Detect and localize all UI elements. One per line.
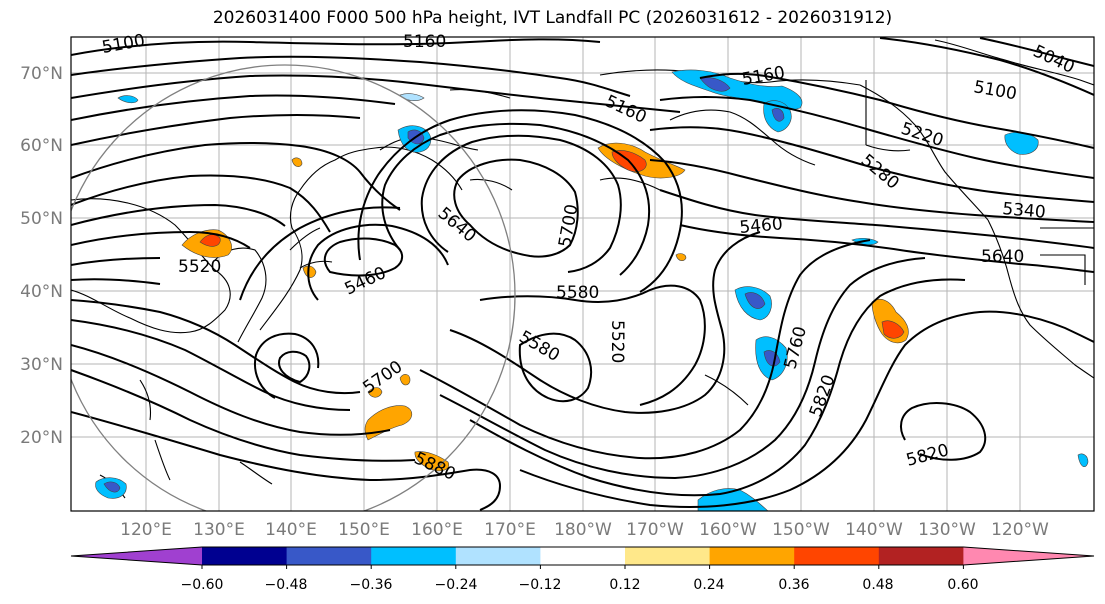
colorbar-tick: −0.12	[519, 577, 562, 593]
contour-label: 5580	[556, 283, 599, 303]
lon-label: 160°W	[699, 520, 757, 540]
colorbar-segment	[878, 547, 964, 565]
colorbar-tick: −0.48	[265, 577, 308, 593]
colorbar-extend-high	[963, 547, 1094, 565]
colorbar-segment	[371, 547, 457, 565]
latitude-labels: 70°N 60°N 50°N 40°N 30°N 20°N	[20, 64, 63, 448]
map-frame	[70, 36, 1095, 512]
lat-label: 30°N	[20, 355, 63, 375]
lon-label: 120°W	[991, 520, 1049, 540]
colorbar-ticks: −0.60 −0.48 −0.36 −0.24 −0.12 0.12 0.24 …	[181, 577, 979, 593]
colorbar-segment	[625, 547, 711, 565]
region-circle	[71, 64, 516, 511]
lat-label: 60°N	[20, 136, 63, 156]
lat-label: 20°N	[20, 428, 63, 448]
colorbar-tick: −0.24	[435, 577, 478, 593]
colorbar-tick: 0.24	[693, 577, 724, 593]
colorbar-segment	[286, 547, 372, 565]
colorbar-segment	[455, 547, 541, 565]
colorbar-segment	[540, 547, 626, 565]
lon-label: 140°W	[845, 520, 903, 540]
colorbar-tick: 0.12	[609, 577, 640, 593]
lon-label: 150°E	[338, 520, 390, 540]
colorbar-segment	[202, 547, 288, 565]
colorbar-tick: 0.36	[778, 577, 809, 593]
map-title: 2026031400 F000 500 hPa height, IVT Land…	[212, 8, 893, 28]
lat-label: 50°N	[20, 209, 63, 229]
lon-label: 130°E	[193, 520, 245, 540]
lon-label: 140°E	[265, 520, 317, 540]
contour-label: 5520	[607, 320, 627, 363]
colorbar	[70, 546, 1095, 569]
colorbar-tick: 0.60	[947, 577, 978, 593]
contour-label: 5520	[178, 257, 221, 277]
lon-label: 150°W	[772, 520, 830, 540]
lat-label: 40°N	[20, 282, 63, 302]
lon-label: 170°E	[484, 520, 536, 540]
colorbar-tick: −0.60	[181, 577, 224, 593]
lon-label: 170°W	[626, 520, 684, 540]
colorbar-extend-low	[71, 547, 202, 565]
lon-label: 180°W	[554, 520, 612, 540]
lat-label: 70°N	[20, 64, 63, 84]
lon-label: 160°E	[411, 520, 463, 540]
height-contours	[71, 37, 1094, 511]
lon-label: 130°W	[918, 520, 976, 540]
colorbar-segment	[709, 547, 795, 565]
contour-label: 5160	[403, 32, 446, 52]
contour-label: 5340	[1002, 199, 1047, 223]
coastlines	[71, 39, 1094, 499]
colorbar-tick: −0.36	[350, 577, 393, 593]
contour-label: 5460	[739, 214, 784, 238]
colorbar-tick: 0.48	[862, 577, 893, 593]
longitude-labels: 120°E 130°E 140°E 150°E 160°E 170°E 180°…	[120, 520, 1049, 540]
lon-label: 120°E	[120, 520, 172, 540]
colorbar-segment	[794, 547, 880, 565]
contour-label: 5640	[981, 247, 1024, 267]
